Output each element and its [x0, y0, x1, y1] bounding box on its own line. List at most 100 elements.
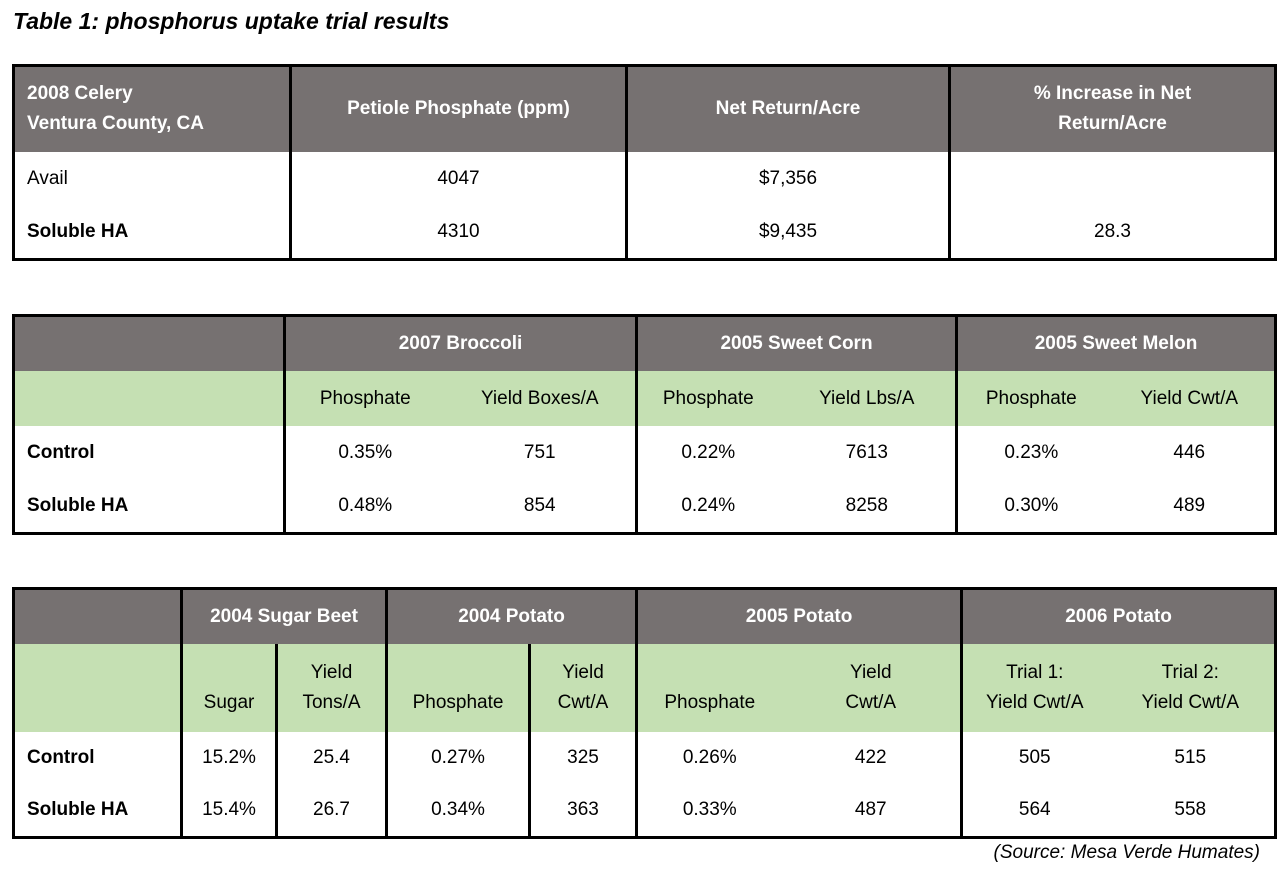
petiole-phosphate-header: Petiole Phosphate (ppm)	[289, 65, 627, 152]
increase-cell	[948, 151, 1276, 206]
table-row: Avail 4047 $7,356	[14, 151, 1276, 206]
table-cell: 25.4	[274, 731, 387, 785]
group-header: 2005 Potato	[635, 588, 962, 644]
table-row: Control 15.2% 25.4 0.27% 325 0.26% 422 5…	[14, 731, 1276, 785]
subheader-line1: Trial 2:	[1161, 661, 1219, 683]
subheader-line2: Yield Cwt/A	[1141, 691, 1240, 713]
subheader-cell: Yield Cwt/A	[528, 643, 637, 732]
subheader-cell: Phosphate	[635, 643, 782, 732]
group-header: 2006 Potato	[960, 588, 1276, 644]
group-header: 2005 Sweet Corn	[635, 315, 957, 372]
subheader-cell: Yield Boxes/A	[444, 371, 637, 427]
table-cell: 751	[523, 441, 556, 463]
table-header-row: 2008 Celery Ventura County, CA Petiole P…	[13, 65, 1276, 152]
subheader-cell: Yield Tons/A	[274, 643, 387, 732]
source-note: (Source: Mesa Verde Humates)	[993, 842, 1260, 863]
table-cell: 0.27%	[385, 731, 530, 785]
subheader-line2: Cwt/A	[845, 691, 897, 713]
row-label: Soluble HA	[27, 220, 129, 242]
group-header: 2007 Broccoli	[282, 315, 637, 372]
subheader-line1	[388, 662, 528, 684]
subheader-line2: Cwt/A	[557, 691, 609, 713]
sugar-beet-potato-table: 2004 Sugar Beet 2004 Potato 2005 Potato …	[12, 587, 1278, 839]
table-row: Soluble HA 15.4% 26.7 0.34% 363 0.33% 48…	[14, 784, 1276, 838]
subheader-cell: Yield Lbs/A	[778, 371, 957, 427]
table-cell: 0.34%	[385, 784, 530, 838]
subheader-line2: Tons/A	[302, 691, 361, 713]
table-header-row: 2004 Sugar Beet 2004 Potato 2005 Potato …	[13, 588, 1276, 644]
table-cell: 0.26%	[635, 731, 782, 785]
table-cell: 15.4%	[180, 784, 277, 838]
table-cell: 0.24%	[635, 479, 779, 534]
net-return-cell: $9,435	[625, 205, 950, 260]
table-cell: 489	[1173, 494, 1206, 516]
row-label: Soluble HA	[27, 494, 129, 516]
table-cell: 0.33%	[635, 784, 782, 838]
table-header-row: 2007 Broccoli 2005 Sweet Corn 2005 Sweet…	[13, 315, 1276, 372]
subheader-cell: Yield Cwt/A	[1104, 371, 1276, 427]
group-header: 2004 Potato	[385, 588, 637, 644]
subheader-line1	[183, 662, 275, 684]
table-cell: 0.23%	[955, 426, 1105, 480]
table-cell: 0.35%	[283, 426, 445, 480]
row-label: Control	[27, 747, 95, 768]
table-cell: 515	[1174, 747, 1207, 768]
table-cell: 0.22%	[635, 426, 779, 480]
percent-increase-header-line1: % Increase in Net	[1033, 83, 1192, 105]
increase-cell: 28.3	[948, 205, 1276, 260]
table-cell: 363	[528, 784, 637, 838]
percent-increase-header: % Increase in Net Return/Acre	[948, 65, 1276, 152]
phosphate-cell: 4047	[289, 151, 627, 206]
table-cell: 505	[960, 731, 1107, 785]
empty-subheader	[13, 371, 285, 427]
table-subheader-row: Sugar Yield Tons/A Phosphate Yield Cwt/A…	[13, 643, 1276, 732]
table-cell: 854	[523, 494, 556, 516]
subheader-line1	[638, 662, 782, 684]
subheader-cell: Sugar	[180, 643, 277, 732]
subheader-line1: Yield	[849, 661, 892, 683]
table-cell: 15.2%	[180, 731, 277, 785]
table-cell: 325	[528, 731, 637, 785]
crop-header-line1: 2008 Celery	[27, 83, 133, 105]
net-return-header: Net Return/Acre	[625, 65, 950, 152]
subheader-line2: Phosphate	[664, 691, 756, 713]
table-cell: 446	[1173, 441, 1206, 463]
table-cell: 422	[854, 747, 887, 768]
table-cell: 26.7	[274, 784, 387, 838]
crop-header: 2008 Celery Ventura County, CA	[13, 65, 291, 152]
subheader-line2: Sugar	[203, 691, 255, 713]
row-label: Soluble HA	[27, 799, 129, 821]
subheader-cell: Phosphate	[385, 643, 530, 732]
subheader-line1: Trial 1:	[1006, 661, 1064, 683]
broccoli-corn-melon-table: 2007 Broccoli 2005 Sweet Corn 2005 Sweet…	[12, 314, 1278, 535]
subheader-cell: Phosphate	[635, 371, 779, 427]
net-return-cell: $7,356	[625, 151, 950, 206]
table-cell: 8258	[845, 494, 888, 516]
table-cell: 0.30%	[955, 479, 1105, 534]
empty-header	[13, 315, 285, 372]
table-subheader-row: Phosphate Yield Boxes/A Phosphate Yield …	[13, 371, 1276, 427]
row-label: Control	[27, 441, 95, 463]
subheader-cell: Phosphate	[283, 371, 445, 427]
table-cell: 564	[960, 784, 1107, 838]
table-cell: 7613	[845, 441, 888, 463]
group-header: 2005 Sweet Melon	[955, 315, 1276, 372]
group-header: 2004 Sugar Beet	[179, 588, 387, 644]
subheader-cell: Yield Cwt/A	[781, 643, 962, 732]
table-cell: 0.48%	[283, 479, 445, 534]
subheader-cell: Trial 1: Yield Cwt/A	[960, 643, 1107, 732]
crop-header-line2: Ventura County, CA	[27, 113, 204, 135]
subheader-line1: Yield	[310, 661, 353, 683]
table-cell: 558	[1174, 799, 1207, 821]
table-cell: 487	[854, 799, 887, 821]
row-label: Avail	[27, 167, 68, 189]
phosphate-cell: 4310	[289, 205, 627, 260]
celery-trial-table: 2008 Celery Ventura County, CA Petiole P…	[12, 64, 1277, 261]
empty-header	[13, 588, 182, 644]
subheader-line1: Yield	[562, 661, 604, 683]
table-title: Table 1: phosphorus uptake trial results	[13, 8, 450, 34]
empty-subheader	[13, 643, 182, 732]
subheader-cell: Trial 2: Yield Cwt/A	[1106, 643, 1276, 732]
subheader-line2: Phosphate	[412, 691, 504, 713]
subheader-cell: Phosphate	[955, 371, 1105, 427]
